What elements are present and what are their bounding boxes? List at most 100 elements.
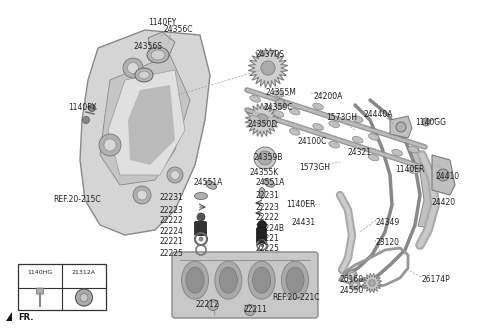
Ellipse shape	[368, 154, 379, 161]
Circle shape	[83, 116, 89, 124]
Circle shape	[369, 280, 375, 286]
Ellipse shape	[369, 133, 379, 140]
Text: 22231: 22231	[255, 191, 279, 200]
Text: 24356S: 24356S	[134, 42, 163, 51]
Text: 1140FY: 1140FY	[68, 103, 96, 112]
Ellipse shape	[273, 111, 284, 117]
Circle shape	[123, 58, 143, 78]
Circle shape	[350, 280, 360, 290]
Circle shape	[349, 273, 355, 277]
Ellipse shape	[408, 146, 419, 153]
Text: 24550: 24550	[340, 286, 364, 295]
Ellipse shape	[194, 193, 207, 199]
Text: REF.20-221C: REF.20-221C	[272, 293, 320, 302]
Text: 24410: 24410	[436, 172, 460, 181]
Circle shape	[254, 147, 276, 169]
Text: 26174P: 26174P	[421, 275, 450, 284]
Text: 24321: 24321	[348, 148, 372, 157]
Polygon shape	[362, 273, 382, 293]
Ellipse shape	[392, 149, 403, 156]
Circle shape	[256, 114, 268, 126]
Text: 24355M: 24355M	[266, 88, 297, 97]
Ellipse shape	[352, 136, 363, 143]
Circle shape	[99, 134, 121, 156]
Text: 24431: 24431	[291, 218, 315, 227]
Ellipse shape	[408, 167, 419, 174]
Circle shape	[396, 122, 406, 132]
FancyBboxPatch shape	[256, 228, 266, 243]
Ellipse shape	[392, 129, 403, 135]
Text: 22221: 22221	[255, 234, 279, 243]
Ellipse shape	[186, 267, 204, 293]
Circle shape	[104, 139, 116, 151]
Polygon shape	[108, 70, 185, 175]
Text: FR.: FR.	[18, 314, 34, 322]
Text: 24370S: 24370S	[256, 50, 285, 59]
Text: 24440A: 24440A	[364, 110, 394, 119]
Ellipse shape	[250, 95, 260, 102]
Ellipse shape	[215, 261, 242, 299]
Polygon shape	[148, 32, 175, 58]
Circle shape	[244, 304, 255, 316]
Text: 1573GH: 1573GH	[299, 163, 330, 172]
Circle shape	[247, 307, 253, 313]
Text: 22222: 22222	[160, 216, 184, 225]
Ellipse shape	[252, 267, 271, 293]
Ellipse shape	[219, 267, 237, 293]
Text: 24420: 24420	[431, 198, 455, 207]
Polygon shape	[432, 155, 455, 195]
Ellipse shape	[259, 188, 265, 198]
Polygon shape	[6, 312, 12, 321]
Text: 24356C: 24356C	[163, 25, 192, 34]
Text: 24350D: 24350D	[248, 120, 278, 129]
Ellipse shape	[329, 121, 339, 128]
Text: 22225: 22225	[160, 249, 184, 258]
Circle shape	[199, 236, 204, 241]
Polygon shape	[128, 85, 175, 165]
Circle shape	[275, 99, 285, 109]
Polygon shape	[245, 103, 279, 137]
Ellipse shape	[286, 267, 304, 293]
Circle shape	[167, 167, 183, 183]
Circle shape	[80, 294, 88, 301]
Polygon shape	[248, 48, 288, 88]
Text: 21312A: 21312A	[72, 270, 96, 275]
Ellipse shape	[281, 261, 309, 299]
FancyBboxPatch shape	[18, 264, 106, 310]
Circle shape	[210, 302, 216, 308]
Circle shape	[128, 63, 139, 73]
Text: 22223: 22223	[255, 203, 279, 212]
Circle shape	[257, 220, 266, 230]
Ellipse shape	[181, 261, 208, 299]
Text: 23120: 23120	[375, 238, 399, 247]
Text: 24551A: 24551A	[193, 178, 222, 187]
Circle shape	[422, 118, 430, 126]
Text: 24349: 24349	[376, 218, 400, 227]
Text: 1140FY: 1140FY	[148, 18, 176, 27]
Ellipse shape	[273, 91, 284, 97]
Circle shape	[261, 154, 269, 162]
Text: 22211: 22211	[243, 305, 267, 314]
Circle shape	[137, 190, 147, 200]
Ellipse shape	[264, 179, 275, 187]
Text: 22231: 22231	[160, 193, 184, 202]
Text: 26160: 26160	[340, 275, 364, 284]
Polygon shape	[390, 116, 412, 138]
Circle shape	[88, 105, 96, 112]
Circle shape	[352, 282, 358, 288]
Circle shape	[258, 151, 272, 165]
Text: 1140ER: 1140ER	[395, 165, 424, 174]
Ellipse shape	[248, 261, 275, 299]
Ellipse shape	[205, 181, 216, 189]
Text: 24359C: 24359C	[264, 103, 293, 112]
Text: 24100C: 24100C	[297, 137, 326, 146]
Text: 22223: 22223	[160, 206, 184, 215]
FancyBboxPatch shape	[194, 221, 206, 236]
Ellipse shape	[250, 115, 260, 122]
Polygon shape	[80, 30, 210, 235]
Ellipse shape	[352, 116, 363, 122]
Circle shape	[207, 299, 218, 311]
Circle shape	[133, 186, 151, 204]
Circle shape	[347, 270, 357, 280]
Ellipse shape	[313, 103, 324, 110]
